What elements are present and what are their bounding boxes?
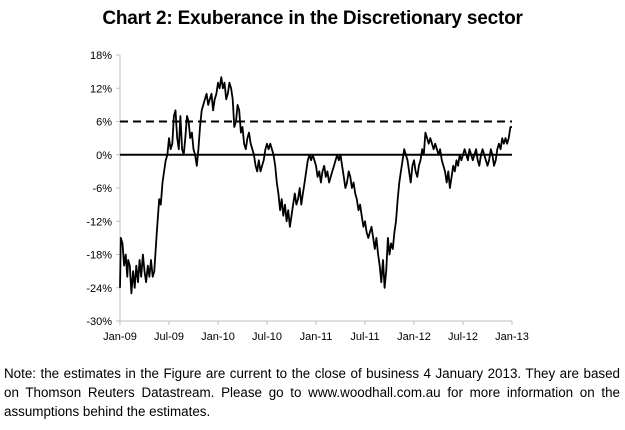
x-tick-label: Jul-12 bbox=[448, 331, 478, 343]
x-axis: Jan-09 Jul-09 Jan-10 Jul-10 Jan-11 Jul-11 Jan-… bbox=[103, 320, 529, 343]
y-tick-label: -12% bbox=[86, 216, 112, 228]
x-tick-label: Jan-11 bbox=[300, 331, 333, 343]
y-tick-label: 0% bbox=[96, 150, 112, 162]
y-tick-label: -18% bbox=[86, 250, 112, 262]
chart: 18% 12% 6% 0% -6% -12% -18% -24% -30% Jan-09 Jul-… bbox=[86, 50, 529, 343]
x-tick-label: Jan-09 bbox=[103, 331, 137, 343]
chart-title: Chart 2: Exuberance in the Discretionary… bbox=[102, 8, 523, 29]
x-tick-label: Jul-11 bbox=[350, 331, 379, 343]
reference-lines bbox=[120, 120, 512, 156]
x-tick-label: Jan-13 bbox=[495, 331, 529, 343]
x-tick-label: Jul-09 bbox=[154, 331, 184, 343]
series-group bbox=[119, 76, 512, 295]
y-tick-label: 18% bbox=[90, 50, 112, 62]
footnote: Note: the estimates in the Figure are cu… bbox=[4, 366, 620, 419]
y-tick-label: -6% bbox=[92, 183, 112, 195]
y-tick-label: 6% bbox=[96, 117, 112, 129]
series-line-exuberance bbox=[119, 76, 512, 295]
x-tick-label: Jan-10 bbox=[201, 331, 235, 343]
y-tick-label: -24% bbox=[86, 283, 112, 295]
y-tick-label: 12% bbox=[90, 83, 112, 95]
x-tick-label: Jul-10 bbox=[252, 331, 282, 343]
x-tick-label: Jan-12 bbox=[397, 331, 431, 343]
y-axis: 18% 12% 6% 0% -6% -12% -18% -24% -30% bbox=[86, 50, 121, 328]
y-tick-label: -30% bbox=[86, 316, 112, 328]
